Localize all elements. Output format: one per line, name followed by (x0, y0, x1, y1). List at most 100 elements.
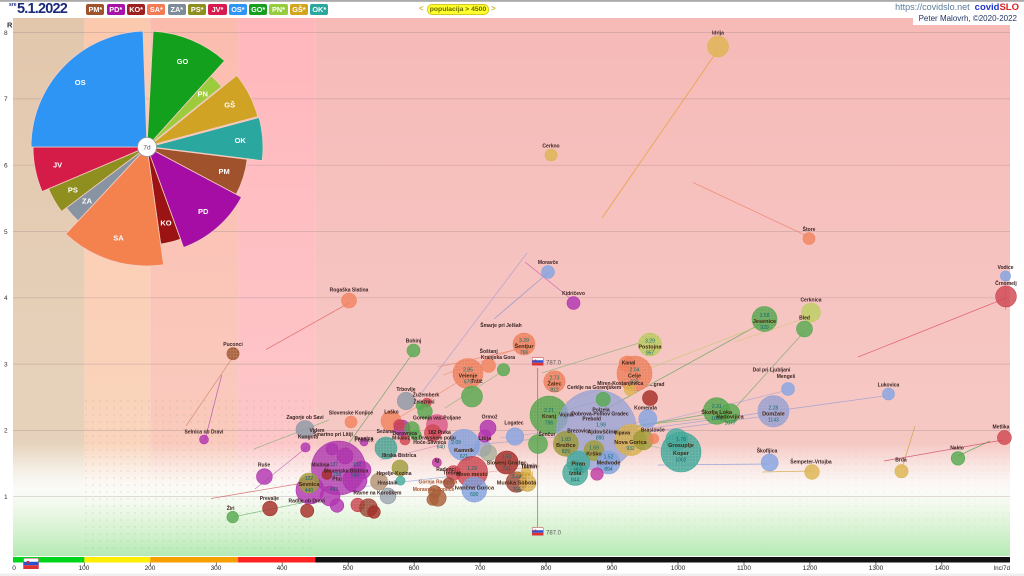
svg-text:Trebnje: Trebnje (443, 471, 461, 477)
svg-text:1.52: 1.52 (502, 455, 512, 461)
svg-text:Slovenske Konjice: Slovenske Konjice (329, 411, 373, 417)
svg-text:Ravne na Koroškem: Ravne na Koroškem (353, 490, 402, 496)
svg-text:440: 440 (305, 488, 314, 494)
svg-text:Šempeter-Vrtojba: Šempeter-Vrtojba (790, 458, 832, 466)
svg-text:Koper: Koper (673, 451, 690, 457)
svg-text:Celje: Celje (628, 374, 641, 380)
svg-text:Zagorje ob Savi: Zagorje ob Savi (286, 415, 324, 421)
svg-text:Ivančna Gorica: Ivančna Gorica (455, 486, 495, 492)
svg-text:Kungota: Kungota (298, 435, 318, 441)
svg-text:Rogaška Slatina: Rogaška Slatina (330, 288, 369, 294)
svg-text:182 Pivka: 182 Pivka (428, 430, 451, 436)
svg-text:Murska Sobota: Murska Sobota (497, 481, 537, 487)
svg-text:7d: 7d (143, 145, 151, 152)
svg-text:1100: 1100 (737, 565, 751, 572)
svg-text:1.29: 1.29 (467, 466, 477, 472)
svg-text:Železniki: Železniki (413, 398, 435, 406)
svg-text:Selnica ob Dravi: Selnica ob Dravi (185, 430, 225, 436)
svg-text:Cerkno: Cerkno (542, 144, 559, 150)
svg-text:...grad: ...grad (649, 382, 664, 388)
svg-text:Kidričevo: Kidričevo (562, 291, 585, 297)
svg-text:787.0: 787.0 (546, 531, 562, 537)
svg-text:Sežana: Sežana (377, 429, 394, 435)
svg-text:Vojnik: Vojnik (559, 413, 574, 419)
svg-text:8: 8 (4, 30, 8, 37)
svg-text:2.85: 2.85 (463, 368, 473, 374)
svg-text:2.28: 2.28 (769, 405, 779, 411)
svg-text:Kamnik: Kamnik (454, 448, 475, 454)
svg-text:Komenda: Komenda (634, 406, 657, 412)
svg-text:844: 844 (571, 477, 580, 483)
svg-text:Inc/7d: Inc/7d (994, 566, 1010, 572)
svg-text:Grosuplje: Grosuplje (668, 443, 694, 449)
svg-text:Štore: Štore (803, 225, 816, 233)
svg-text:Brda: Brda (895, 458, 907, 464)
svg-text:100: 100 (79, 565, 90, 572)
svg-text:Slovenj Gradec: Slovenj Gradec (487, 461, 527, 467)
svg-text:Vipava: Vipava (614, 431, 630, 437)
svg-text:1077: 1077 (724, 421, 735, 427)
svg-text:OK: OK (235, 136, 247, 145)
svg-text:Miren-Kostanjevica: Miren-Kostanjevica (597, 381, 643, 387)
svg-text:671: 671 (460, 454, 469, 460)
svg-text:4: 4 (4, 295, 8, 302)
svg-text:SA: SA (113, 233, 124, 242)
svg-text:5: 5 (4, 229, 8, 236)
svg-text:812: 812 (550, 388, 559, 394)
svg-text:852: 852 (574, 468, 583, 474)
svg-text:158: 158 (333, 472, 342, 478)
svg-text:932: 932 (626, 446, 635, 452)
svg-text:Žiri: Žiri (227, 504, 235, 512)
svg-text:Črnomelj: Črnomelj (995, 280, 1017, 287)
svg-text:640: 640 (437, 444, 446, 450)
svg-text:Radlje ob Dravi: Radlje ob Dravi (288, 498, 325, 504)
svg-text:Krško: Krško (586, 452, 602, 458)
svg-text:1.28: 1.28 (512, 474, 522, 480)
svg-text:Gorenja vas-Poljane: Gorenja vas-Poljane (413, 415, 461, 421)
svg-text:Polzela: Polzela (592, 408, 609, 414)
svg-text:Mislinja: Mislinja (311, 462, 330, 468)
svg-text:Mengeš: Mengeš (777, 374, 796, 380)
svg-text:Slovenska Bistrica: Slovenska Bistrica (324, 469, 369, 475)
svg-text:2.21: 2.21 (544, 408, 554, 414)
svg-text:1.52: 1.52 (604, 455, 614, 461)
svg-text:1200: 1200 (803, 565, 818, 572)
svg-text:6: 6 (4, 163, 8, 170)
svg-text:Šoštanj: Šoštanj (480, 347, 499, 355)
svg-text:Žužemberk: Žužemberk (413, 391, 440, 399)
svg-text:Pesnica: Pesnica (355, 438, 374, 444)
svg-text:Radovljica: Radovljica (716, 415, 744, 421)
svg-text:Šenčur: Šenčur (539, 430, 556, 438)
svg-text:Piran: Piran (572, 462, 586, 468)
svg-text:600: 600 (409, 565, 420, 572)
svg-text:Trbovlje: Trbovlje (396, 387, 415, 393)
svg-text:Braslovče: Braslovče (641, 428, 665, 434)
svg-text:137: 137 (330, 462, 339, 468)
svg-text:1002: 1002 (675, 458, 686, 464)
svg-text:Medvode: Medvode (597, 461, 621, 467)
svg-text:Tržič: Tržič (471, 379, 483, 385)
svg-text:Borovnica: Borovnica (392, 431, 417, 437)
svg-text:Šmartno pri Litiji: Šmartno pri Litiji (313, 430, 353, 438)
svg-text:1.83: 1.83 (561, 437, 571, 443)
svg-text:400: 400 (277, 565, 288, 572)
svg-text:GŠ: GŠ (224, 100, 235, 109)
svg-text:3.58: 3.58 (760, 313, 770, 319)
svg-text:500: 500 (343, 565, 354, 572)
svg-text:Domžale: Domžale (762, 411, 785, 417)
svg-text:122: 122 (305, 476, 314, 482)
svg-text:Šmarje pri Jelšah: Šmarje pri Jelšah (480, 321, 521, 329)
svg-text:Lukovica: Lukovica (878, 383, 900, 389)
svg-text:894: 894 (604, 467, 613, 473)
svg-text:Pesnica: Pesnica (355, 436, 374, 442)
svg-text:2.09: 2.09 (451, 440, 461, 446)
svg-text:Velenje: Velenje (459, 374, 478, 380)
svg-text:Bled: Bled (799, 316, 810, 322)
svg-text:OS: OS (75, 78, 86, 87)
svg-text:Novo mesto: Novo mesto (456, 472, 488, 478)
svg-text:Cerklje na Gorenjskem: Cerklje na Gorenjskem (567, 385, 622, 391)
svg-text:800: 800 (541, 565, 552, 572)
svg-text:1.69: 1.69 (589, 446, 599, 452)
svg-text:Cerknica: Cerknica (800, 298, 821, 304)
svg-text:679: 679 (464, 380, 473, 386)
